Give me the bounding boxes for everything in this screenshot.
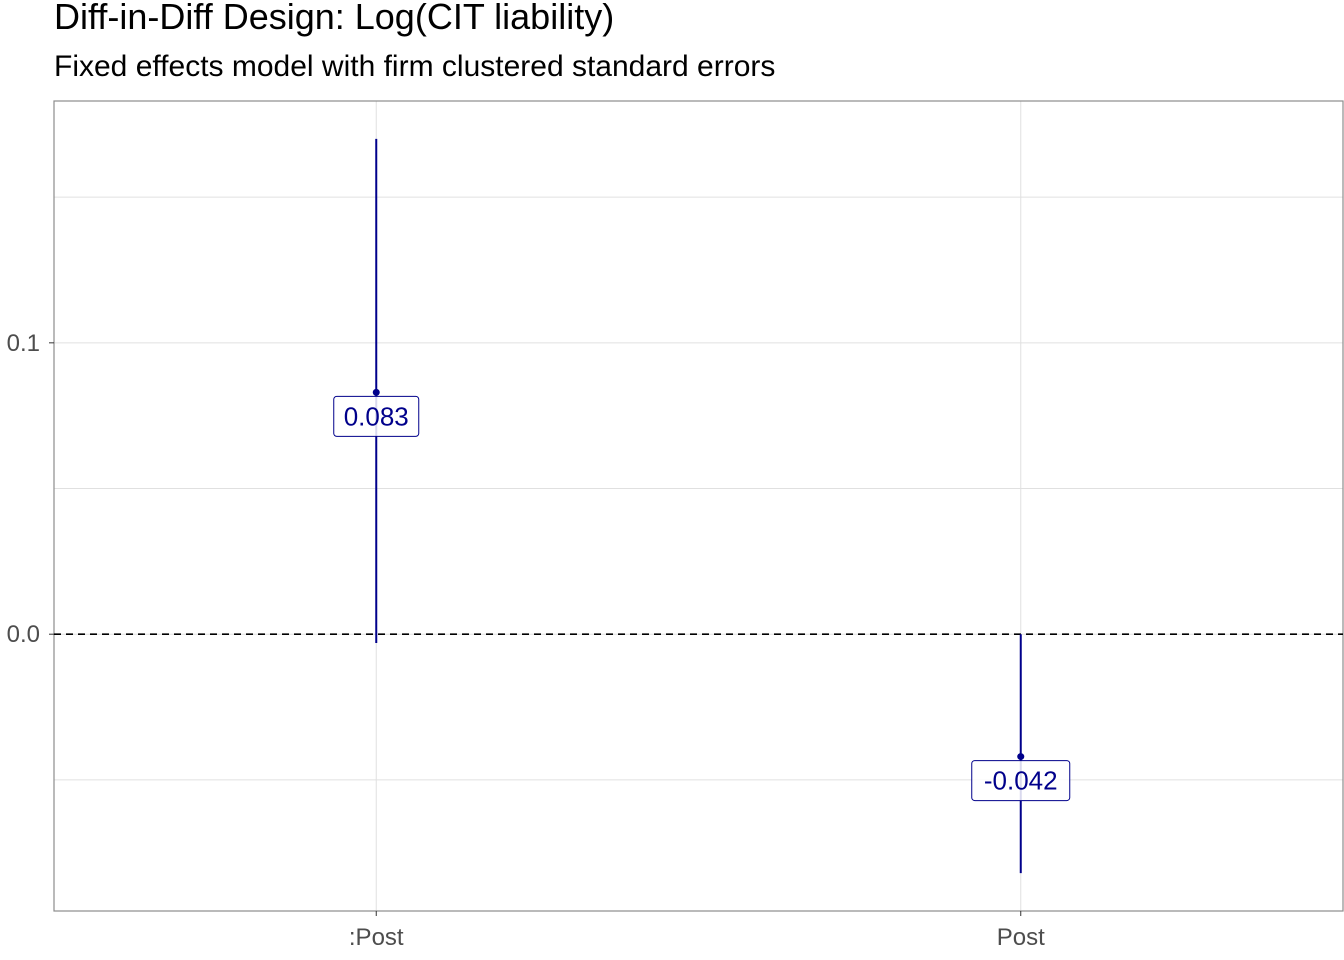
y-tick-label: 0.1 bbox=[7, 330, 40, 357]
chart-subtitle: Fixed effects model with firm clustered … bbox=[54, 50, 776, 83]
chart-title: Diff-in-Diff Design: Log(CIT liability) bbox=[54, 0, 615, 37]
y-tick-label: 0.0 bbox=[7, 621, 40, 648]
estimate-label: -0.042 bbox=[984, 766, 1058, 796]
panel-border bbox=[53, 100, 1344, 912]
estimate-point bbox=[372, 388, 380, 396]
estimate-label-box bbox=[333, 395, 420, 437]
estimate-point bbox=[1017, 753, 1025, 761]
estimate-label-box bbox=[971, 760, 1071, 802]
x-tick-label: Post bbox=[997, 924, 1045, 951]
x-tick-label: :Post bbox=[349, 924, 404, 951]
estimate-label: 0.083 bbox=[344, 401, 409, 431]
